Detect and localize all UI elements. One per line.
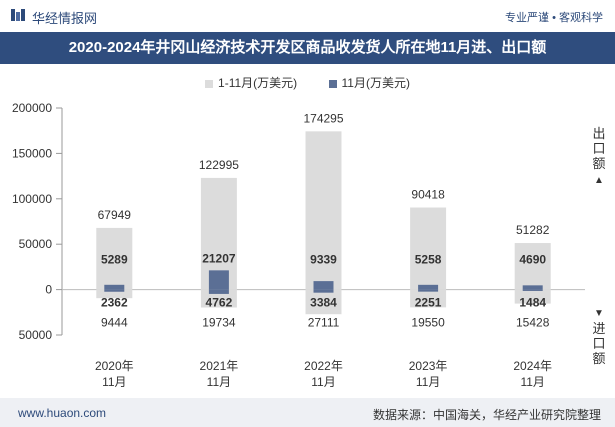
bar-cumulative-export	[305, 131, 342, 290]
down-triangle-icon: ▼	[594, 308, 604, 319]
data-label-monthly-export: 9339	[310, 253, 337, 267]
bar-monthly-import	[313, 289, 334, 293]
import-axis-text: 进口额	[592, 321, 606, 366]
bar-monthly-export	[418, 284, 439, 290]
tagline: 专业严谨 • 客观科学	[505, 12, 603, 24]
y-tick-label: 100000	[12, 192, 52, 206]
data-label-cumulative-export: 174295	[303, 111, 343, 125]
x-category-label: 11月	[520, 375, 544, 389]
brand-name: 华经情报网	[32, 11, 98, 26]
footer: www.huaon.com 数据来源：中国海关，华经产业研究院整理	[0, 398, 615, 427]
legend-label-monthly: 11月(万美元)	[341, 76, 410, 90]
bar-cumulative-import	[96, 289, 133, 299]
bar-monthly-export	[104, 284, 125, 290]
data-label-monthly-import: 1484	[519, 296, 546, 310]
data-label-cumulative-import: 9444	[101, 316, 128, 330]
legend-swatch-cumulative	[205, 79, 214, 88]
x-category-label: 2024年	[513, 359, 552, 373]
data-label-monthly-import: 3384	[310, 296, 337, 310]
x-category-label: 11月	[416, 375, 440, 389]
data-label-cumulative-export: 90418	[411, 188, 445, 202]
legend-item-monthly: 11月(万美元)	[328, 74, 410, 91]
bar-cumulative-import	[514, 289, 551, 304]
bar-monthly-import	[418, 289, 439, 292]
bar-cumulative-import	[410, 289, 447, 308]
chart-title: 2020-2024年井冈山经济技术开发区商品收发货人所在地11月进、出口额	[68, 39, 547, 56]
data-label-cumulative-export: 67949	[98, 208, 132, 222]
bar-monthly-export	[313, 281, 334, 290]
data-label-cumulative-import: 27111	[308, 316, 340, 330]
x-category-label: 11月	[311, 375, 335, 389]
up-triangle-icon: ▲	[594, 175, 604, 186]
bar-cumulative-export	[410, 207, 447, 290]
data-label-monthly-import: 2362	[101, 296, 128, 310]
legend-item-cumulative: 1-11月(万美元)	[205, 74, 297, 91]
data-label-monthly-export: 4690	[519, 253, 546, 267]
bar-monthly-import	[208, 289, 229, 294]
data-source: 数据来源：中国海关，华经产业研究院整理	[372, 408, 601, 422]
bar-cumulative-import	[200, 289, 237, 308]
x-category-label: 2022年	[304, 359, 343, 373]
y-tick-label: 150000	[12, 146, 52, 160]
export-axis-label: 出口额 ▲	[592, 126, 606, 188]
chart-area: 200000 150000 100000 50000 0 50000 67949 5289 23…	[12, 101, 585, 389]
bar-cumulative-export	[514, 243, 551, 290]
y-tick-label: 0	[45, 283, 52, 297]
bar-monthly-import	[522, 289, 543, 291]
footer-url[interactable]: www.huaon.com	[18, 406, 107, 420]
data-label-monthly-import: 2251	[415, 296, 442, 310]
y-tick-label: 50000	[19, 237, 53, 251]
x-category-label: 11月	[207, 375, 231, 389]
data-label-monthly-export: 21207	[202, 251, 236, 265]
bar-monthly-export	[208, 270, 229, 290]
huajing-logo-icon	[11, 9, 25, 21]
title-bar: 2020-2024年井冈山经济技术开发区商品收发货人所在地11月进、出口额	[0, 32, 615, 64]
data-label-cumulative-import: 19550	[411, 316, 445, 330]
data-label-monthly-import: 4762	[206, 296, 233, 310]
x-category-label: 11月	[102, 375, 126, 389]
bar-cumulative-export	[96, 227, 133, 290]
data-label-cumulative-import: 19734	[202, 316, 236, 330]
export-axis-text: 出口额	[592, 126, 606, 171]
bar-monthly-import	[104, 289, 125, 292]
top-bar: 华经情报网 专业严谨 • 客观科学	[0, 0, 615, 32]
x-category-label: 2021年	[200, 359, 239, 373]
bar-monthly-export	[522, 285, 543, 290]
data-label-cumulative-export: 51282	[516, 223, 550, 237]
bar-cumulative-import	[305, 289, 342, 315]
y-tick-label: 50000	[19, 328, 53, 342]
import-axis-label: ▼ 进口额	[592, 304, 606, 366]
x-category-label: 2020年	[95, 359, 134, 373]
y-tick-label: 200000	[12, 101, 52, 115]
data-label-monthly-export: 5258	[415, 253, 442, 267]
legend-swatch-monthly	[328, 79, 337, 88]
legend: 1-11月(万美元) 11月(万美元)	[0, 74, 615, 91]
legend-label-cumulative: 1-11月(万美元)	[218, 76, 298, 90]
data-label-monthly-export: 5289	[101, 253, 128, 267]
data-label-cumulative-import: 15428	[516, 316, 550, 330]
x-category-label: 2023年	[409, 359, 448, 373]
data-label-cumulative-export: 122995	[199, 158, 239, 172]
